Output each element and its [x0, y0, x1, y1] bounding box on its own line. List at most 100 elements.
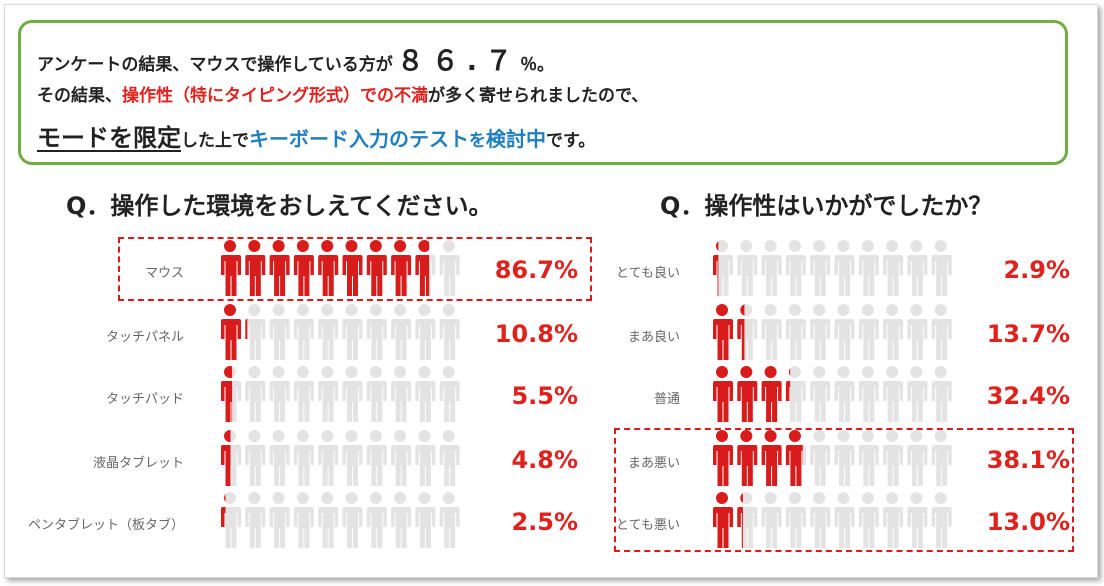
category-label: まあ悪い [627, 456, 680, 471]
person-icon [269, 366, 290, 422]
person-icon [931, 240, 952, 296]
person-icon [366, 492, 387, 548]
person-icon [269, 240, 290, 296]
person-icon [415, 492, 436, 548]
category-label: まあ良い [627, 330, 680, 345]
person-icon [269, 430, 290, 486]
person-icon [245, 366, 266, 422]
person-icon [342, 240, 363, 296]
filled-person-mark [221, 494, 226, 548]
filled-person-mark [293, 240, 314, 296]
person-icon [931, 366, 952, 422]
person-icon [785, 366, 806, 422]
filled-person-mark [713, 304, 733, 360]
category-label: ペンタブレット（板タブ） [27, 518, 184, 533]
filled-person-mark [221, 366, 233, 422]
filled-person-mark [737, 304, 745, 360]
person-icon [737, 304, 758, 360]
person-icon [415, 240, 436, 296]
chart2-title: Q．操作性はいかがでしたか？ [660, 192, 993, 220]
person-icon [858, 240, 879, 296]
person-icon [858, 492, 879, 548]
person-icon [293, 492, 314, 548]
person-icon [785, 304, 806, 360]
percent-label: 2.5% [511, 508, 578, 536]
person-icon [713, 430, 733, 486]
filled-person-mark [713, 430, 733, 486]
person-icon [269, 304, 290, 360]
person-icon [366, 304, 387, 360]
filled-person-mark [761, 430, 782, 486]
person-icon [785, 492, 806, 548]
person-icon [883, 492, 904, 548]
person-icon [883, 366, 904, 422]
category-label: タッチパッド [105, 392, 184, 407]
person-icon [858, 430, 879, 486]
filled-person-mark [713, 492, 733, 548]
person-icon [834, 304, 855, 360]
line2-suffix: が多く寄せられましたので、 [428, 86, 649, 106]
person-icon [931, 492, 952, 548]
person-icon [907, 304, 928, 360]
person-icon [342, 366, 363, 422]
person-icon [221, 492, 241, 548]
person-icon [761, 366, 782, 422]
line3-text: した上で [181, 131, 249, 151]
filled-person-mark [366, 240, 387, 296]
filled-person-mark [269, 240, 290, 296]
person-icon [293, 304, 314, 360]
filled-person-mark [785, 368, 791, 401]
person-icon [931, 430, 952, 486]
line3-suffix: です。 [546, 131, 596, 151]
person-icon [342, 304, 363, 360]
percent-label: 5.5% [511, 382, 578, 410]
person-icon [883, 304, 904, 360]
highlight-box [614, 428, 1074, 552]
person-icon [737, 240, 758, 296]
line2-complaint: 操作性（特にタイピング形式）での不満 [122, 86, 428, 106]
person-icon [391, 430, 412, 486]
person-icon [318, 430, 339, 486]
filled-person-mark [318, 240, 339, 296]
person-icon [221, 304, 241, 360]
person-icon [366, 430, 387, 486]
filled-person-mark [761, 366, 782, 422]
filled-person-mark [342, 240, 363, 296]
percent-label: 4.8% [511, 446, 578, 474]
chart1-title: Q．操作した環境をおしえてください。 [66, 192, 493, 220]
line3-considering: 検討中 [486, 127, 546, 151]
person-icon [883, 430, 904, 486]
highlight-box [118, 237, 592, 301]
filled-person-mark [713, 366, 733, 422]
person-icon [318, 304, 339, 360]
percent-label: 32.4% [986, 382, 1070, 410]
person-icon [858, 366, 879, 422]
person-icon [245, 492, 266, 548]
person-icon [439, 366, 460, 422]
person-icon [737, 366, 758, 422]
person-icon [318, 366, 339, 422]
filled-person-mark [415, 240, 430, 296]
mouse-percent-highlight: ８６.７ [396, 46, 521, 77]
category-label: タッチパネル [105, 330, 184, 345]
summary-line-3: モードを限定した上でキーボード入力のテストを検討中です。 [37, 118, 595, 153]
person-icon [907, 366, 928, 422]
person-icon [713, 304, 733, 360]
person-icon [391, 366, 412, 422]
person-icon [366, 240, 387, 296]
person-icon [810, 492, 831, 548]
person-icon [439, 492, 460, 548]
line3-keyboard-test: キーボード入力のテスト [249, 127, 469, 151]
person-icon [883, 240, 904, 296]
person-icon [391, 304, 412, 360]
person-icon [318, 492, 339, 548]
person-icon [245, 304, 266, 360]
percent-label: 86.7% [494, 256, 578, 284]
line3-particle: を [469, 131, 486, 151]
person-icon [810, 304, 831, 360]
person-icon [293, 240, 314, 296]
person-icon [810, 430, 831, 486]
person-icon [761, 240, 782, 296]
person-icon [737, 430, 758, 486]
